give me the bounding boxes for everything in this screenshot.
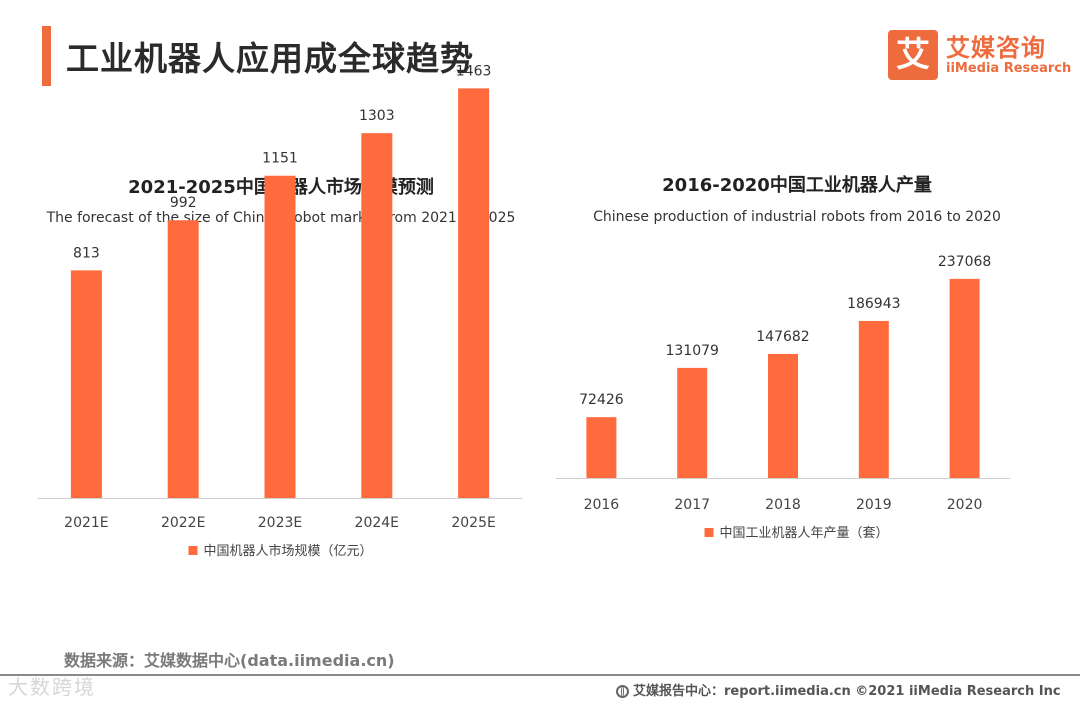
page-title: 工业机器人应用成全球趋势 [66,39,474,78]
title-accent-bar [42,26,51,86]
chart-1-bar [361,133,393,498]
chart-2-tick-label: 2020 [947,497,983,513]
chart-1-bar [70,270,102,498]
chart-1-bar [458,88,490,499]
chart-1-legend-label: 中国机器人市场规模（亿元） [204,543,373,559]
chart-1-bar [167,220,199,499]
chart-1-data-label: 1463 [456,63,492,79]
chart-1-bar [264,175,296,498]
chart-2-data-label: 237068 [938,254,991,270]
chart-2-data-label: 72426 [579,392,624,408]
chart-2-bar [949,278,980,478]
chart-2-bar [858,320,889,478]
chart-2-tick-label: 2016 [584,497,620,513]
chart-2-tick-label: 2017 [674,497,710,513]
logo-chinese-name: 艾媒咨询 [946,34,1046,62]
globe-icon [616,685,629,698]
footer-report-info: 艾媒报告中心：report.iimedia.cn ©2021 iiMedia R… [616,680,1061,699]
chart-1-data-label: 1151 [262,151,298,167]
footer-divider [0,674,1080,676]
logo-english-name: iiMedia Research [946,61,1072,76]
chart-1-tick-label: 2021E [64,515,108,531]
footer-report-text: 艾媒报告中心：report.iimedia.cn ©2021 iiMedia R… [633,684,1061,699]
chart-2-legend-label: 中国工业机器人年产量（套） [720,525,889,541]
chart-2-data-label: 147682 [756,329,809,345]
chart-1-tick-label: 2025E [451,515,495,531]
chart-2-data-label: 186943 [847,296,900,312]
data-source: 数据来源：艾媒数据中心(data.iimedia.cn) [64,651,395,670]
logo-mark-icon: 艾 [888,30,938,80]
chart-2-data-label: 131079 [665,343,718,359]
chart-1-tick-label: 2022E [161,515,205,531]
iimedia-logo: 艾 艾媒咨询 iiMedia Research [888,30,1071,80]
chart-2-bar [677,367,708,478]
chart-2-tick-label: 2018 [765,497,801,513]
chart-2-bar [586,417,617,478]
chart-1-data-label: 813 [73,245,100,261]
chart-2-tick-label: 2019 [856,497,892,513]
chart-2-title: 2016-2020中国工业机器人产量 [662,174,932,196]
chart-1-legend-swatch [188,546,198,555]
chart-1-data-label: 1303 [359,108,395,124]
chart-1-tick-label: 2024E [355,515,399,531]
chart-2-legend-swatch [704,528,714,537]
chart-1-tick-label: 2023E [258,515,302,531]
watermark: 大数跨境 [8,675,96,699]
chart-2-subtitle: Chinese production of industrial robots … [593,209,1001,225]
chart-2-bar [768,353,798,478]
chart-1-data-label: 992 [170,195,197,211]
